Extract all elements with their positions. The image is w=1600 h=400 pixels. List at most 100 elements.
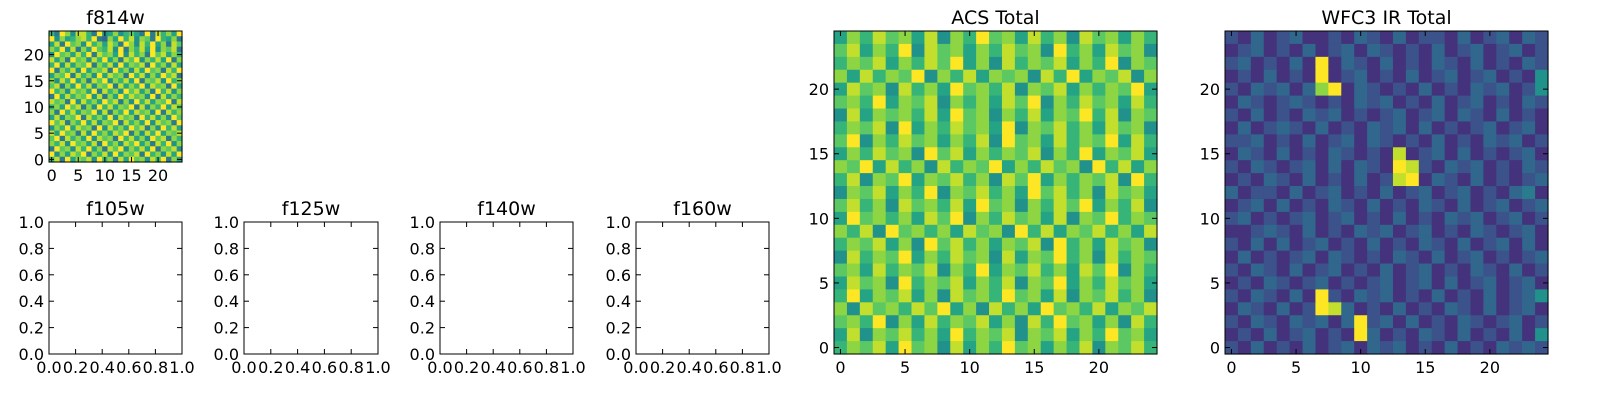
wfc3-ir-total-cell bbox=[1276, 198, 1291, 213]
wfc3-ir-total-cell bbox=[1522, 198, 1536, 213]
f814w-cell bbox=[123, 151, 130, 158]
acs-total-cell bbox=[1066, 31, 1081, 45]
f814w-cell bbox=[80, 135, 87, 142]
f814w-cell bbox=[59, 130, 66, 137]
acs-total-cell bbox=[950, 276, 964, 290]
f814w-cell bbox=[54, 141, 61, 147]
wfc3-ir-total-cell bbox=[1302, 341, 1317, 355]
acs-total-cell bbox=[976, 173, 990, 187]
wfc3-ir-total-cell bbox=[1457, 328, 1472, 342]
acs-total-cell bbox=[937, 186, 951, 200]
f814w-cell bbox=[91, 130, 98, 137]
acs-total-cell bbox=[963, 237, 977, 252]
wfc3-ir-total-cell bbox=[1483, 160, 1497, 174]
acs-total-cell bbox=[1105, 173, 1119, 187]
wfc3-ir-total-cell bbox=[1367, 69, 1381, 84]
wfc3-ir-total-cell bbox=[1341, 263, 1355, 278]
f814w-cell bbox=[54, 114, 61, 121]
wfc3-ir-total-cell bbox=[1483, 121, 1497, 135]
acs-total-cell bbox=[963, 121, 977, 135]
wfc3-ir-total-cell bbox=[1509, 289, 1523, 303]
wfc3-ir-total-cell bbox=[1367, 173, 1381, 187]
wfc3-ir-total-cell bbox=[1328, 198, 1342, 213]
f814w-cell bbox=[160, 151, 167, 158]
wfc3-ir-total-cell bbox=[1341, 250, 1355, 265]
acs-total-cell bbox=[1040, 173, 1055, 187]
wfc3-ir-total-cell bbox=[1509, 224, 1523, 239]
f814w-cell bbox=[54, 83, 61, 90]
f814w-cell bbox=[75, 51, 82, 58]
f814w-cell bbox=[75, 114, 82, 121]
acs-total-xtick-label: 0 bbox=[835, 358, 845, 377]
wfc3-ir-total-cell bbox=[1354, 95, 1368, 110]
f814w-cell bbox=[102, 130, 109, 137]
f814w-cell bbox=[139, 57, 146, 64]
f814w-cell bbox=[144, 141, 151, 147]
acs-total-cell bbox=[1105, 224, 1119, 239]
wfc3-ir-total-cell bbox=[1457, 43, 1472, 58]
acs-total-cell bbox=[911, 95, 926, 110]
wfc3-ir-total-cell bbox=[1457, 302, 1472, 316]
f814w-cell bbox=[80, 99, 87, 105]
f814w-cell bbox=[171, 67, 178, 74]
acs-total-cell bbox=[1014, 289, 1029, 303]
wfc3-ir-total-cell bbox=[1328, 134, 1342, 148]
f814w-cell bbox=[118, 156, 125, 163]
f125w-xtick-label: 0.2 bbox=[258, 358, 283, 377]
f814w-cell bbox=[171, 62, 178, 69]
wfc3-ir-total-cell bbox=[1328, 211, 1342, 226]
wfc3-ir-total-cell bbox=[1289, 237, 1304, 252]
wfc3-ir-total-cell bbox=[1237, 31, 1252, 45]
f814w-cell bbox=[107, 51, 114, 58]
wfc3-ir-total-cell bbox=[1276, 263, 1291, 278]
wfc3-ir-total-cell bbox=[1237, 95, 1252, 110]
acs-total-cell bbox=[1105, 108, 1119, 123]
f814w-cell bbox=[64, 99, 71, 105]
wfc3-ir-total-cell bbox=[1302, 276, 1317, 290]
f814w-cell bbox=[160, 120, 167, 126]
wfc3-ir-total-cell bbox=[1354, 147, 1368, 161]
acs-total-cell bbox=[1079, 341, 1093, 355]
f814w-cell bbox=[144, 41, 151, 48]
acs-total-cell bbox=[1027, 173, 1042, 187]
acs-total-cell bbox=[989, 250, 1003, 265]
wfc3-ir-total-cell bbox=[1535, 173, 1549, 187]
acs-total-cell bbox=[989, 147, 1003, 161]
acs-total-cell bbox=[1014, 121, 1029, 135]
wfc3-ir-total-cell bbox=[1263, 276, 1278, 290]
f814w-cell bbox=[155, 109, 162, 116]
f814w-cell bbox=[96, 57, 103, 64]
f814w-cell bbox=[160, 156, 167, 163]
f814w-cell bbox=[176, 141, 183, 147]
wfc3-ir-total-cell bbox=[1522, 341, 1536, 355]
wfc3-ir-total-cell bbox=[1225, 160, 1239, 174]
f814w-cell bbox=[91, 114, 98, 121]
f814w-cell bbox=[139, 51, 146, 58]
f814w-cell bbox=[134, 31, 141, 37]
acs-total-cell bbox=[911, 237, 926, 252]
acs-total-cell bbox=[834, 31, 848, 45]
f814w-cell bbox=[86, 99, 93, 105]
wfc3-ir-total-cell bbox=[1535, 341, 1549, 355]
wfc3-ir-total-cell bbox=[1431, 276, 1446, 290]
wfc3-ir-total-cell bbox=[1496, 302, 1510, 316]
wfc3-ir-total-cell bbox=[1354, 186, 1368, 200]
wfc3-ir-total-cell bbox=[1354, 173, 1368, 187]
acs-total-cell bbox=[1144, 147, 1158, 161]
f814w-cell bbox=[123, 130, 130, 137]
acs-total-cell bbox=[924, 108, 938, 123]
f814w-cell bbox=[160, 51, 167, 58]
f814w-cell bbox=[59, 41, 66, 48]
wfc3-ir-total-cell bbox=[1418, 69, 1433, 84]
acs-total-cell bbox=[846, 315, 861, 329]
wfc3-ir-total-cell bbox=[1470, 289, 1484, 303]
f814w-cell bbox=[155, 141, 162, 147]
f814w-cell bbox=[80, 104, 87, 111]
wfc3-ir-total-cell bbox=[1237, 56, 1252, 71]
acs-total-cell bbox=[859, 341, 874, 355]
wfc3-ir-total-cell bbox=[1522, 263, 1536, 278]
f814w-cell bbox=[75, 67, 82, 74]
acs-total-cell bbox=[1040, 147, 1055, 161]
wfc3-ir-total-cell bbox=[1250, 69, 1265, 84]
